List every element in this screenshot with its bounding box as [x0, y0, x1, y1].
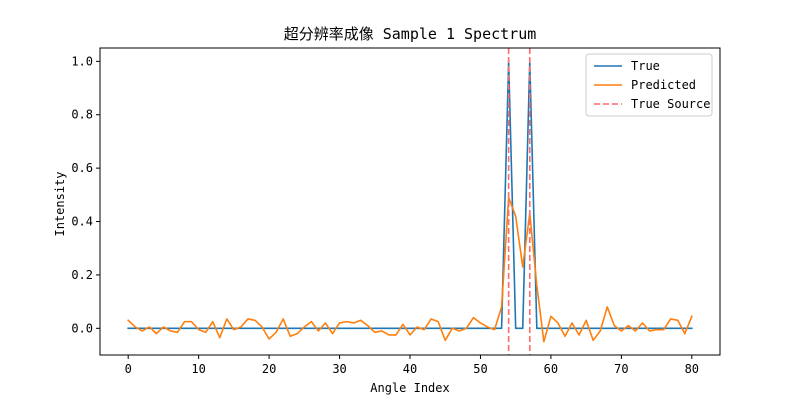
y-tick-label: 0.0 [71, 321, 93, 335]
y-tick-label: 1.0 [71, 54, 93, 68]
legend-box [585, 53, 713, 117]
chart-title: 超分辨率成像 Sample 1 Spectrum [284, 25, 537, 43]
y-tick-label: 0.6 [71, 161, 93, 175]
x-tick-label: 80 [685, 362, 699, 376]
x-tick-label: 20 [262, 362, 276, 376]
x-tick-label: 40 [403, 362, 417, 376]
x-tick-label: 10 [191, 362, 205, 376]
y-axis-label: Intensity [53, 171, 67, 236]
plot-area: 0 10 20 30 40 50 60 70 80 0.0 0.2 0.4 0.6 0.8 1.0 [71, 47, 721, 376]
y-tick-label: 0.2 [71, 268, 93, 282]
y-tick-label: 0.8 [71, 108, 93, 122]
legend: True Predicted True Source [585, 53, 713, 117]
x-axis-label: Angle Index [370, 381, 449, 395]
legend-label: True Source [631, 97, 710, 111]
x-tick-label: 50 [473, 362, 487, 376]
x-tick-label: 60 [544, 362, 558, 376]
series-line-predicted [127, 196, 693, 343]
legend-label: Predicted [631, 78, 696, 92]
x-tick-label: 30 [332, 362, 346, 376]
y-tick-label: 0.4 [71, 215, 93, 229]
series-line-true [127, 60, 693, 330]
legend-label: True [631, 59, 660, 73]
x-tick-label: 70 [614, 362, 628, 376]
x-tick-label: 0 [125, 362, 132, 376]
